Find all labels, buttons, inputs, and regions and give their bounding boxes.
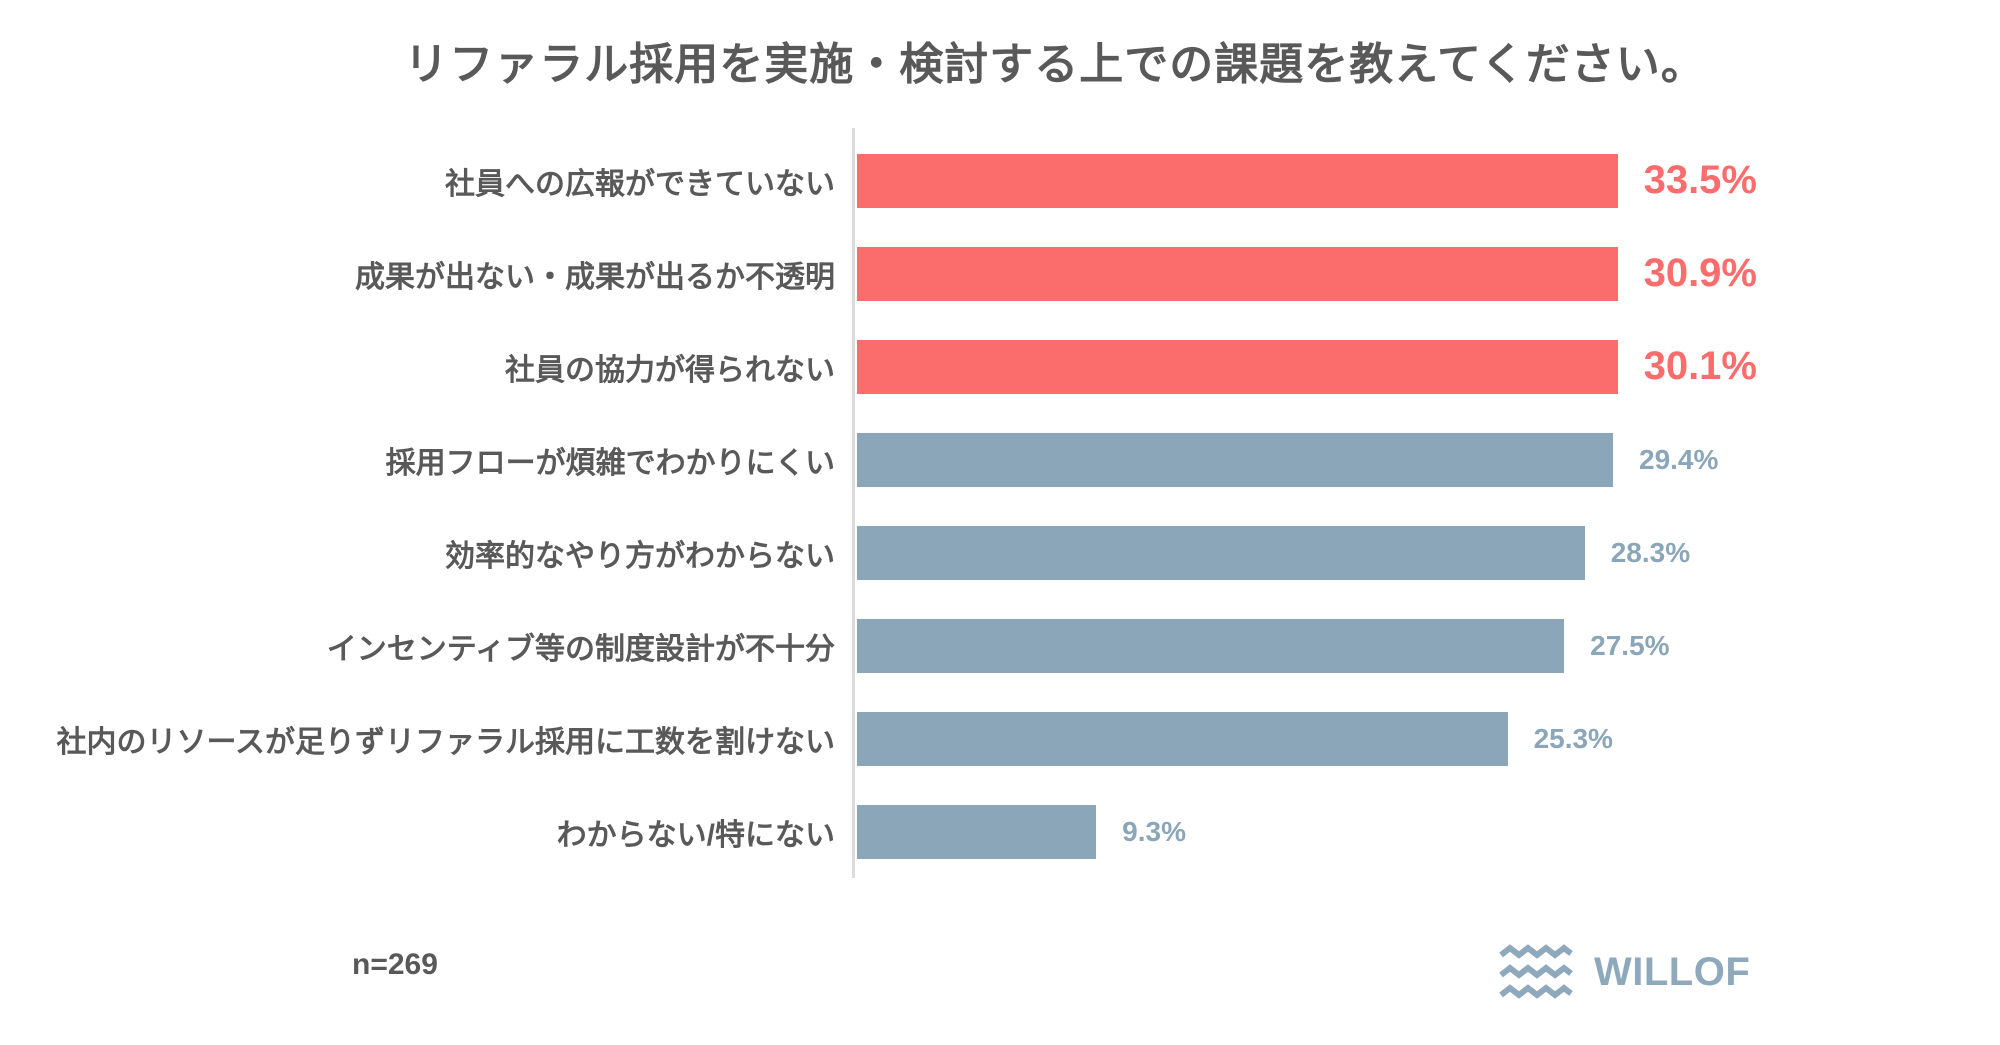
chart-row: 採用フローが煩雑でわかりにくい 29.4%	[0, 413, 2000, 506]
bar	[857, 153, 1618, 208]
bar	[857, 339, 1618, 394]
bar-track: 33.5%	[857, 153, 1757, 208]
bar-track: 25.3%	[857, 711, 1757, 766]
bar-track: 27.5%	[857, 618, 1757, 673]
bar-track: 28.3%	[857, 525, 1757, 580]
bar	[857, 432, 1613, 487]
chart-rows: 社員への広報ができていない 33.5% 成果が出ない・成果が出るか不透明 30.9% 社…	[0, 134, 2000, 878]
chart-row: インセンティブ等の制度設計が不十分 27.5%	[0, 599, 2000, 692]
chart-row: 社員の協力が得られない 30.1%	[0, 320, 2000, 413]
bar-chart: 社員への広報ができていない 33.5% 成果が出ない・成果が出るか不透明 30.9% 社…	[0, 128, 2000, 878]
value-label: 29.4%	[1639, 443, 1719, 475]
value-label: 28.3%	[1610, 536, 1691, 568]
category-label: 社員への広報ができていない	[445, 167, 835, 201]
category-label: 社員の協力が得られない	[505, 353, 835, 387]
bar-track: 30.9%	[857, 246, 1757, 301]
bar	[857, 804, 1097, 859]
chart-row: 社員への広報ができていない 33.5%	[0, 134, 2000, 227]
chart-row: 社内のリソースが足りずリファラル採用に工数を割けない 25.3%	[0, 692, 2000, 785]
category-label: 社内のリソースが足りずリファラル採用に工数を割けない	[56, 725, 836, 759]
value-label: 33.5%	[1643, 158, 1757, 202]
triple-wave-icon	[1499, 944, 1573, 999]
chart-title: リファラル採用を実施・検討する上での課題を教えてください。	[404, 40, 1706, 89]
category-label: 採用フローが煩雑でわかりにくい	[385, 446, 835, 480]
bar	[857, 246, 1618, 301]
value-label: 27.5%	[1590, 629, 1670, 661]
chart-row: 成果が出ない・成果が出るか不透明 30.9%	[0, 227, 2000, 320]
brand-logo: WILLOF	[1498, 944, 1750, 1000]
category-label: 成果が出ない・成果が出るか不透明	[355, 260, 835, 294]
category-label: わからない/特にない	[556, 818, 835, 852]
category-label: インセンティブ等の制度設計が不十分	[326, 632, 835, 666]
y-axis-line	[852, 128, 855, 878]
bar	[857, 525, 1585, 580]
value-label: 30.1%	[1643, 344, 1757, 388]
value-label: 25.3%	[1533, 722, 1613, 754]
bar	[857, 618, 1565, 673]
sample-size-note: n=269	[352, 948, 438, 981]
category-label: 効率的なやり方がわからない	[445, 539, 835, 573]
value-label: 9.3%	[1122, 815, 1186, 847]
chart-row: 効率的なやり方がわからない 28.3%	[0, 506, 2000, 599]
chart-row: わからない/特にない 9.3%	[0, 785, 2000, 878]
value-label: 30.9%	[1643, 251, 1757, 295]
bar-track: 30.1%	[857, 339, 1757, 394]
bar	[857, 711, 1508, 766]
brand-name: WILLOF	[1594, 949, 1751, 994]
bar-track: 29.4%	[857, 432, 1757, 487]
bar-track: 9.3%	[857, 804, 1757, 859]
